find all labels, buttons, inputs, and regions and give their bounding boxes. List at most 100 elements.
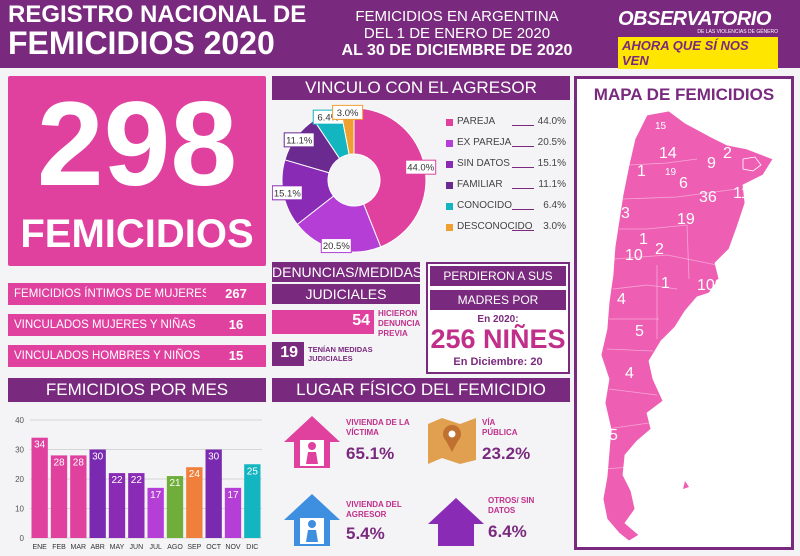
vinculo-donut-chart: 44.0% 20.5% 15.1% 11.1% 6.4%3.0% — [272, 104, 437, 254]
map-count: 4 — [625, 365, 634, 382]
legend-item: PAREJA 44.0% — [446, 116, 566, 137]
legend-pct: 15.1% — [537, 158, 566, 169]
bar-value-label: 24 — [189, 469, 201, 480]
medidas-bar: 19 — [272, 342, 304, 366]
map-count: 14 — [659, 145, 677, 162]
madres-title1: PERDIERON A SUS — [430, 266, 566, 286]
legend-swatch — [446, 140, 453, 147]
y-tick-label: 40 — [15, 416, 24, 425]
y-tick-label: 20 — [15, 475, 24, 484]
total-number: 298 — [36, 77, 238, 211]
x-tick-label: DIC — [246, 544, 258, 551]
bar-value-label: 28 — [53, 457, 65, 468]
medidas-text: TENÍAN MEDIDAS JUDICIALES — [308, 345, 373, 363]
total-label: FEMICIDIOS — [20, 212, 254, 256]
bar — [147, 487, 164, 538]
madres-year: En 2020: — [477, 314, 519, 325]
vinculo-title: VINCULO CON EL AGRESOR — [272, 76, 570, 100]
map-count: 2 — [723, 145, 732, 162]
map-count: 13 — [773, 159, 785, 170]
x-tick-label: MAR — [71, 544, 87, 551]
map-count: 36 — [699, 189, 717, 206]
logo-main: OBSERVATORIO — [618, 8, 771, 30]
y-tick-label: 10 — [15, 505, 24, 514]
map-count: 1 — [637, 163, 646, 180]
map-panel: MAPA DE FEMICIDIOS 15 14 9 2 — [574, 76, 794, 550]
donut-label: 44.0% — [407, 163, 434, 174]
sub-line2: DEL 1 DE ENERO DE 2020 — [363, 25, 551, 42]
map-count: 1 — [639, 231, 648, 248]
legend-label: FAMILIAR — [457, 179, 503, 190]
legend-pct: 6.4% — [543, 200, 566, 211]
legend-line — [512, 146, 534, 147]
x-tick-label: AGO — [167, 544, 183, 551]
vinculo-legend: PAREJA 44.0% EX PAREJA 20.5% SIN DATOS 15.1… — [446, 116, 566, 242]
map-count: 15 — [655, 121, 667, 132]
legend-pct: 44.0% — [537, 116, 566, 127]
category-label: VINCULADOS MUJERES Y NIÑAS — [8, 314, 206, 336]
bar-value-label: 17 — [227, 490, 239, 501]
category-label: FEMICIDIOS ÍNTIMOS DE MUJERES — [8, 283, 210, 305]
map-count: 4 — [727, 255, 736, 272]
y-tick-label: 0 — [20, 534, 25, 543]
medidas-value: 19 — [280, 344, 298, 361]
legend-item: EX PAREJA 20.5% — [446, 137, 566, 158]
category-row: VINCULADOS MUJERES Y NIÑAS 16 — [8, 314, 266, 336]
x-tick-label: FEB — [52, 544, 66, 551]
bar — [244, 464, 261, 538]
bar — [166, 476, 184, 538]
map-count: 0 — [635, 521, 644, 538]
donut-label-box — [332, 104, 364, 120]
map-count: 5 — [635, 323, 644, 340]
map-count: 11 — [733, 185, 750, 202]
legend-label: DESCONOCIDO — [457, 221, 533, 232]
y-tick-label: 30 — [15, 446, 24, 455]
lugar-label: VIVIENDA DEL AGRESOR — [346, 500, 402, 519]
map-count: 4 — [617, 291, 626, 308]
page-title: REGISTRO NACIONAL DE FEMICIDIOS 2020 — [8, 1, 307, 61]
observatorio-logo: OBSERVATORIO DE LAS VIOLENCIAS DE GÉNERO… — [618, 8, 778, 70]
map-count: 2 — [655, 241, 664, 258]
legend-pct: 20.5% — [537, 137, 566, 148]
bar-value-label: 28 — [73, 457, 85, 468]
map-count: 19 — [677, 211, 695, 228]
bar — [70, 455, 87, 538]
donut-slice — [353, 107, 427, 248]
bar-value-label: 30 — [92, 452, 104, 463]
legend-swatch — [446, 161, 453, 168]
title-line2: FEMICIDIOS 2020 — [8, 25, 275, 61]
bar — [50, 455, 68, 538]
donut-label: 3.0% — [337, 108, 359, 119]
madres-title2: MADRES POR FEMICIDIO — [430, 290, 566, 327]
lugar-title: LUGAR FÍSICO DEL FEMICIDIO — [272, 378, 570, 402]
x-tick-label: MAY — [110, 544, 125, 551]
title-line1: REGISTRO NACIONAL DE — [8, 1, 307, 28]
legend-item: FAMILIAR 11.1% — [446, 179, 566, 200]
category-row: FEMICIDIOS ÍNTIMOS DE MUJERES 267 — [8, 283, 266, 305]
denuncias-title2: JUDICIALES — [272, 284, 420, 304]
denuncias-title: DENUNCIAS/MEDIDAS — [272, 262, 423, 282]
bar-value-label: 25 — [247, 466, 259, 477]
sub-line3: AL 30 DE DICIEMBRE DE 2020 — [341, 42, 573, 59]
x-tick-label: SEP — [187, 544, 201, 551]
logo-small: DE LAS VIOLENCIAS DE GÉNERO — [697, 29, 778, 35]
map-count: 19 — [665, 167, 677, 178]
lugar-label: VIVIENDA DE LA VÍCTIMA — [346, 418, 410, 437]
x-tick-label: JUL — [149, 544, 162, 551]
lugar-value: 23.2% — [482, 444, 531, 463]
madres-december: En Diciembre: 20 — [453, 356, 543, 368]
donut-label: 15.1% — [274, 188, 301, 199]
house-icon — [284, 416, 340, 468]
madres-big-number: 256 NIÑES — [430, 324, 566, 354]
bar-value-label: 30 — [208, 452, 220, 463]
donut-label: 11.1% — [286, 135, 313, 146]
x-tick-label: JUN — [130, 544, 144, 551]
map-detail — [742, 156, 762, 172]
denuncias-text: HICIERON DENUNCIA PREVIA — [378, 309, 420, 338]
bar-value-label: 22 — [131, 475, 143, 486]
lugar-value: 65.1% — [346, 444, 395, 463]
map-count: 6 — [679, 175, 688, 192]
donut-label-box — [405, 159, 437, 175]
total-panel: 298 FEMICIDIOS — [8, 76, 266, 266]
donut-label-box — [283, 132, 315, 148]
